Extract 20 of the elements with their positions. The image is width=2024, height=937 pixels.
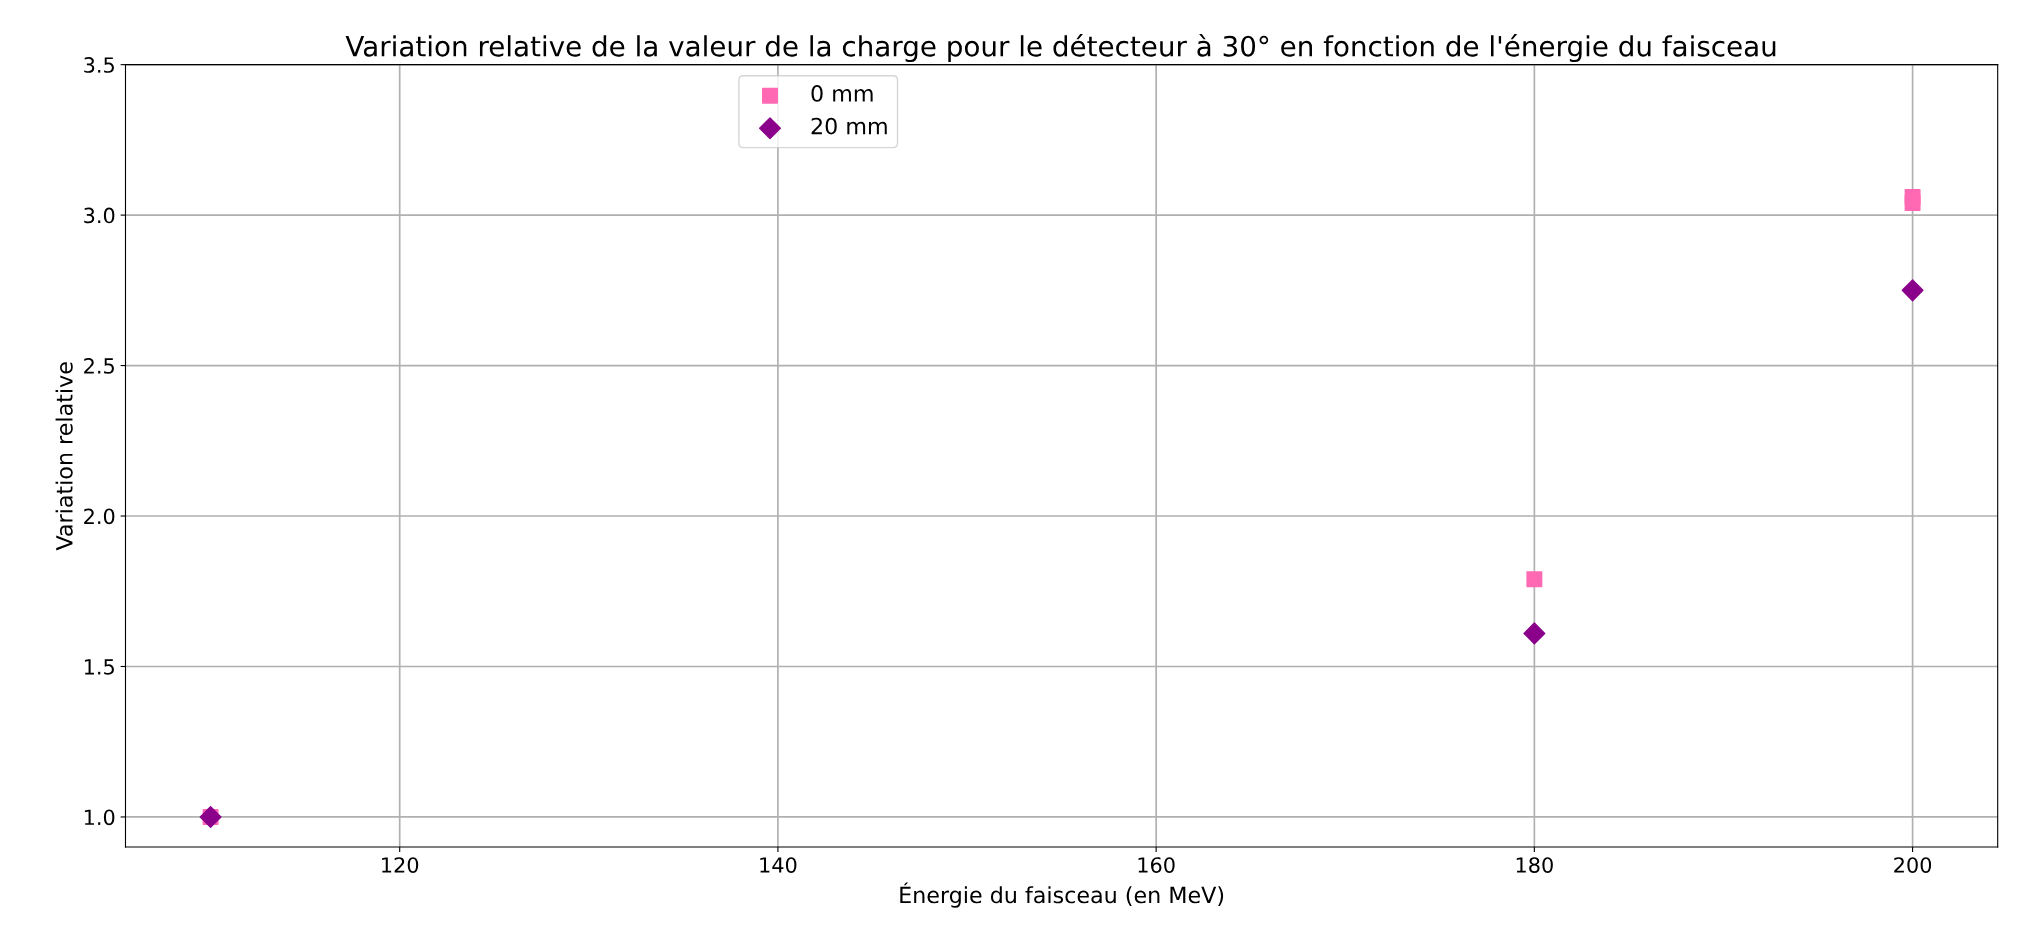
x-tick-label: 180 (1516, 857, 1553, 873)
y-tick-label: 2.5 (84, 358, 114, 374)
y-tick-label: 1.0 (84, 809, 115, 826)
x-tick-label: 200 (1894, 857, 1932, 873)
legend-label: 20 mm (811, 117, 887, 135)
point (1901, 279, 1924, 302)
y-tick-label: 3.0 (84, 207, 115, 224)
point (1523, 622, 1546, 645)
x-tick-label: 140 (760, 857, 797, 873)
y-axis-title: Variation relative (55, 362, 73, 551)
legend-label: 0 mm (811, 85, 873, 102)
point (1526, 571, 1543, 588)
chart-title: Variation relative de la valeur de la charge pour le détecteur à 30° en fonction de l'énergie du faisceau (345, 34, 1776, 63)
y-tick-label: 1.5 (84, 659, 114, 675)
x-tick-label: 120 (382, 857, 419, 873)
x-tick-label: 160 (1138, 857, 1175, 873)
x-axis-title: Énergie du faisceau (en MeV) (900, 882, 1224, 908)
point (1904, 195, 1921, 212)
y-tick-label: 3.5 (84, 57, 114, 73)
y-tick-label: 2.0 (84, 508, 115, 525)
